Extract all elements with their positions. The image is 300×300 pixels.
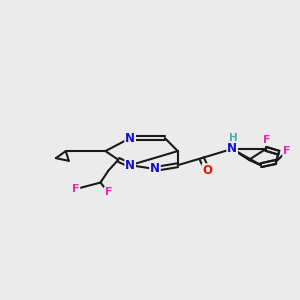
Text: H: H (229, 133, 237, 142)
Text: N: N (125, 159, 135, 172)
Text: O: O (202, 164, 212, 177)
Text: F: F (72, 184, 80, 194)
Text: N: N (150, 163, 160, 176)
Text: N: N (227, 142, 237, 155)
Text: F: F (263, 135, 271, 145)
Text: F: F (283, 146, 290, 156)
Text: F: F (105, 187, 112, 197)
Text: N: N (125, 132, 135, 145)
